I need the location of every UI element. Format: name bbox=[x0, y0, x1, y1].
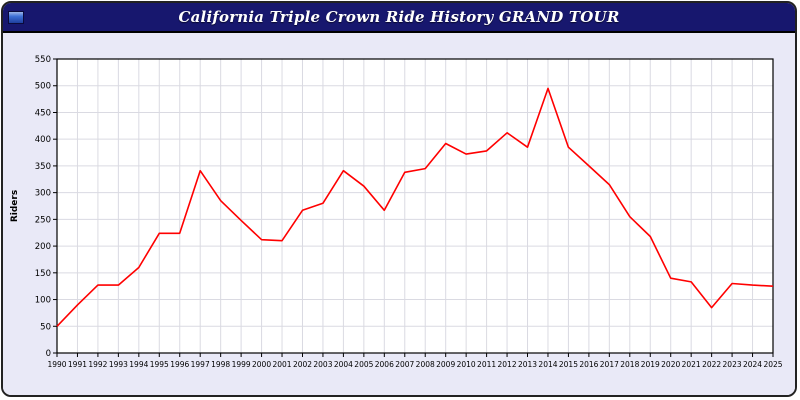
x-tick-label: 2022 bbox=[702, 360, 721, 369]
x-tick-label: 1999 bbox=[232, 360, 251, 369]
x-tick-label: 2019 bbox=[641, 360, 660, 369]
window-icon bbox=[8, 10, 24, 24]
x-tick-label: 2020 bbox=[661, 360, 680, 369]
x-tick-label: 2011 bbox=[477, 360, 496, 369]
plot-border bbox=[56, 58, 774, 354]
x-tick-label: 1991 bbox=[68, 360, 87, 369]
x-tick-label: 2008 bbox=[416, 360, 435, 369]
x-tick-label: 2002 bbox=[293, 360, 312, 369]
x-tick-label: 2012 bbox=[498, 360, 517, 369]
x-tick-label: 2007 bbox=[395, 360, 414, 369]
y-tick-label: 400 bbox=[35, 135, 51, 145]
x-tick-label: 2016 bbox=[579, 360, 598, 369]
x-tick-label: 2006 bbox=[375, 360, 394, 369]
x-tick-label: 1995 bbox=[150, 360, 169, 369]
x-tick-label: 2004 bbox=[334, 360, 353, 369]
plot-area bbox=[57, 59, 773, 353]
x-tick-label: 2010 bbox=[457, 360, 476, 369]
x-tick-label: 2013 bbox=[518, 360, 537, 369]
x-tick-label: 2003 bbox=[313, 360, 332, 369]
x-tick-label: 2018 bbox=[620, 360, 639, 369]
y-tick-label: 50 bbox=[40, 322, 51, 332]
y-tick-label: 500 bbox=[35, 82, 51, 92]
y-tick-label: 150 bbox=[35, 269, 51, 279]
x-tick-label: 2017 bbox=[600, 360, 619, 369]
y-tick-label: 450 bbox=[35, 108, 51, 118]
chart-panel: 0 50 100 150 200 250 300 350 400 450 500 550 1990 199… bbox=[3, 33, 795, 395]
page-title: California Triple Crown Ride History GRA… bbox=[178, 8, 620, 26]
y-tick-label: 200 bbox=[35, 242, 51, 252]
x-tick-label: 2015 bbox=[559, 360, 578, 369]
x-tick-label: 2005 bbox=[354, 360, 373, 369]
y-tick-label: 100 bbox=[35, 296, 51, 306]
x-tick-label: 1998 bbox=[211, 360, 230, 369]
x-tick-label: 2000 bbox=[252, 360, 271, 369]
y-tick-label: 0 bbox=[46, 349, 51, 359]
x-tick-label: 1994 bbox=[129, 360, 148, 369]
x-tick-label: 2025 bbox=[763, 360, 782, 369]
x-tick-label: 1993 bbox=[109, 360, 128, 369]
x-tick-label: 2024 bbox=[743, 360, 762, 369]
x-tick-label: 2023 bbox=[723, 360, 742, 369]
line-series-riders bbox=[56, 87, 774, 327]
x-tick-label: 1990 bbox=[47, 360, 66, 369]
x-tick-label: 1996 bbox=[170, 360, 189, 369]
x-tick-label: 2021 bbox=[682, 360, 701, 369]
y-tick-label: 550 bbox=[35, 55, 51, 65]
y-tick-label: 300 bbox=[35, 189, 51, 199]
y-tick-label: 350 bbox=[35, 162, 51, 172]
x-tick-label: 1997 bbox=[191, 360, 210, 369]
title-bar: California Triple Crown Ride History GRA… bbox=[3, 3, 795, 33]
x-tick-label: 1992 bbox=[88, 360, 107, 369]
x-tick-label: 2009 bbox=[436, 360, 455, 369]
x-tick-label: 2014 bbox=[538, 360, 557, 369]
x-tick-label: 2001 bbox=[272, 360, 291, 369]
y-axis-title: Riders bbox=[10, 190, 20, 222]
y-tick-label: 250 bbox=[35, 215, 51, 225]
